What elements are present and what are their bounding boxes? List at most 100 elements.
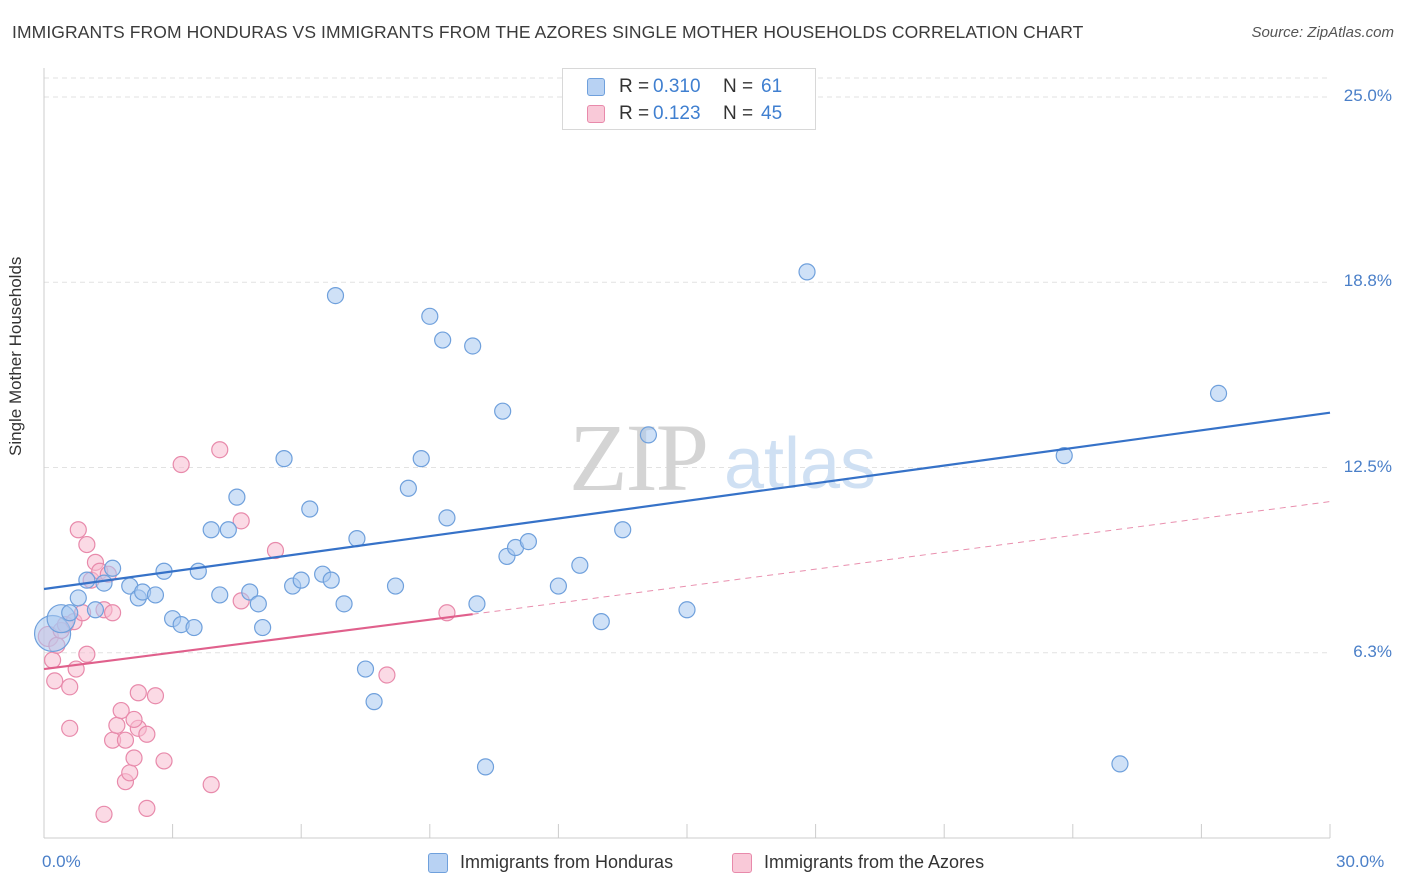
point-azores [211, 441, 229, 459]
point-azores [146, 687, 165, 705]
y-tick-label: 25.0% [1343, 86, 1392, 105]
point-azores [121, 764, 139, 782]
chart-title: IMMIGRANTS FROM HONDURAS VS IMMIGRANTS F… [12, 22, 1084, 42]
point-honduras [365, 693, 383, 711]
point-honduras [678, 601, 696, 619]
x-tick-min: 0.0% [42, 852, 81, 871]
point-honduras [614, 521, 632, 539]
point-honduras [189, 562, 207, 580]
n-value: 45 [761, 103, 783, 124]
point-honduras [639, 426, 658, 444]
grid-lines [44, 77, 1330, 654]
y-tick-label: 6.3% [1353, 641, 1392, 661]
point-azores [116, 731, 135, 749]
point-azores [43, 651, 62, 669]
watermark-zip: ZIP [569, 404, 707, 511]
axes [43, 68, 1331, 839]
r-label: R = [619, 103, 650, 124]
point-azores [61, 719, 79, 737]
point-honduras [464, 337, 482, 355]
legend-stats: R = 0.310 N = 61 R = 0.123 N = 45 [562, 68, 816, 130]
legend-swatch-azores [587, 105, 605, 123]
x-tick-max: 30.0% [1336, 852, 1385, 871]
legend-row-azores: R = 0.123 N = 45 [587, 102, 782, 126]
point-azores [108, 716, 126, 734]
point-honduras [61, 604, 79, 622]
point-azores [266, 541, 285, 560]
point-honduras [549, 577, 568, 595]
point-honduras [571, 556, 589, 574]
legend-item-azores[interactable]: Immigrants from the Azores [732, 852, 984, 873]
point-azores [61, 678, 79, 696]
point-azores [378, 666, 396, 684]
n-label: N = [723, 103, 754, 124]
point-honduras [185, 618, 203, 637]
trend-lines [43, 411, 1331, 671]
point-honduras [434, 331, 452, 349]
point-honduras [476, 758, 495, 776]
point-honduras [438, 509, 456, 527]
point-honduras [241, 583, 259, 601]
point-honduras [95, 574, 113, 592]
point-honduras [103, 559, 122, 577]
point-honduras [86, 601, 105, 619]
y-tick-label: 12.5% [1343, 456, 1392, 476]
trend-line-azores-extension [472, 501, 1331, 615]
point-honduras [254, 618, 272, 637]
legend-label-azores: Immigrants from the Azores [764, 852, 985, 872]
legend-label-honduras: Immigrants from Honduras [460, 852, 674, 872]
point-azores [103, 604, 122, 622]
point-honduras [519, 532, 537, 551]
point-azores [125, 749, 143, 767]
n-value: 61 [761, 76, 783, 97]
point-honduras [322, 571, 340, 589]
point-honduras [399, 479, 417, 497]
point-honduras [1111, 755, 1129, 773]
point-azores [78, 535, 96, 554]
point-azores [202, 776, 220, 794]
y-tick-label: 18.8% [1343, 271, 1392, 291]
watermark: ZIP atlas [569, 404, 876, 511]
point-azores [46, 672, 64, 690]
point-honduras [69, 589, 87, 607]
watermark-atlas: atlas [724, 424, 876, 504]
point-azores [95, 805, 113, 823]
r-value: 0.310 [653, 76, 701, 97]
point-azores [155, 752, 173, 770]
point-azores [69, 521, 87, 539]
point-azores [232, 512, 250, 530]
point-honduras [275, 450, 293, 468]
legend-swatch-honduras [587, 78, 605, 96]
point-honduras [301, 500, 319, 518]
n-label: N = [723, 76, 754, 97]
point-azores [129, 684, 147, 702]
point-honduras [1209, 384, 1228, 402]
legend-series: Immigrants from Honduras Immigrants from… [0, 852, 1406, 876]
point-azores [78, 645, 96, 663]
legend-swatch-honduras [428, 852, 448, 873]
point-honduras [219, 521, 237, 539]
legend-item-honduras[interactable]: Immigrants from Honduras [428, 852, 673, 873]
point-azores [125, 710, 143, 729]
point-honduras [356, 660, 375, 678]
point-honduras [494, 402, 512, 420]
point-azores [172, 455, 190, 474]
trend-line-azores [43, 613, 473, 671]
legend-swatch-azores [732, 852, 752, 873]
point-honduras [421, 307, 439, 325]
point-azores [112, 701, 130, 720]
series-honduras-points [33, 263, 1228, 776]
point-azores [138, 725, 156, 743]
point-honduras [335, 595, 353, 613]
point-honduras [468, 595, 486, 613]
point-honduras [292, 571, 310, 589]
point-honduras [412, 450, 430, 468]
point-azores [138, 799, 156, 817]
point-honduras [592, 613, 610, 631]
series-azores-points [37, 441, 456, 823]
point-honduras [146, 586, 165, 604]
point-honduras [326, 286, 345, 305]
point-honduras [202, 521, 220, 539]
point-honduras [1055, 447, 1073, 465]
